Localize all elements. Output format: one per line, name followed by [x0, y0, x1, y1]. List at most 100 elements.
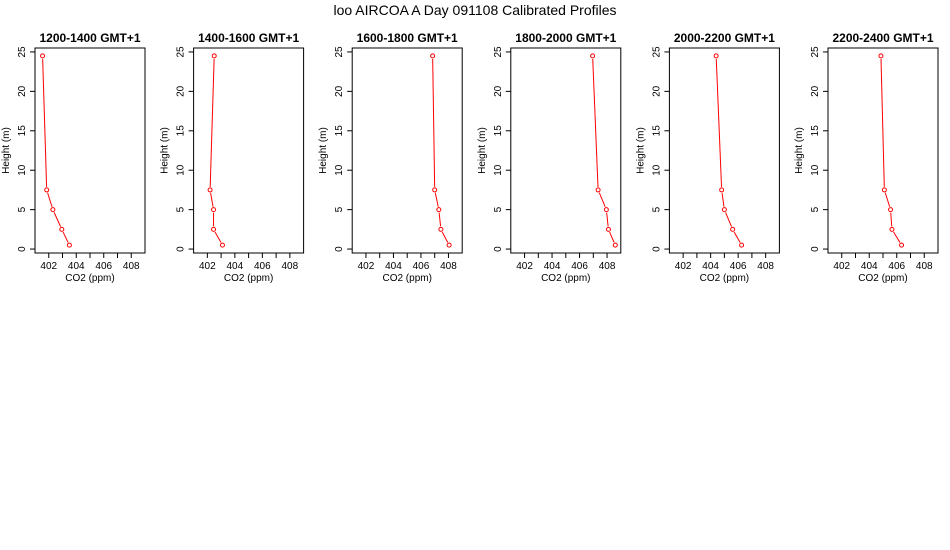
x-tick-label: 404: [702, 261, 719, 272]
plot-frame: [34, 47, 146, 254]
data-point: [719, 187, 725, 193]
x-tick-label: 402: [516, 261, 533, 272]
panel-title: 2000-2200 GMT+1: [674, 31, 775, 45]
series-line-segment: [438, 212, 442, 227]
y-tick-label: 10: [17, 164, 28, 176]
plot-frame: [193, 47, 305, 254]
y-tick-label: 0: [810, 246, 821, 252]
series-line-segment: [606, 212, 609, 227]
x-tick-label: 402: [358, 261, 375, 272]
x-tick-label: 404: [227, 261, 244, 272]
x-axis-label: CO2 (ppm): [65, 273, 114, 284]
y-tick-label: 15: [651, 125, 662, 137]
y-tick-label: 15: [176, 125, 187, 137]
data-point: [211, 53, 217, 59]
series-line-segment: [884, 192, 891, 207]
y-tick-label: 15: [810, 125, 821, 137]
data-point: [590, 53, 596, 59]
x-axis-label: CO2 (ppm): [382, 273, 431, 284]
x-tick-label: 404: [68, 261, 85, 272]
y-tick-label: 5: [493, 206, 504, 212]
y-tick-label: 0: [493, 246, 504, 252]
y-axis-label: Height (m): [635, 127, 646, 174]
x-tick-label: 404: [385, 261, 402, 272]
y-tick-label: 25: [334, 46, 345, 58]
y-tick-label: 10: [651, 164, 662, 176]
series-line-segment: [715, 58, 723, 187]
series-line-segment: [880, 58, 885, 187]
x-tick-label: 408: [282, 261, 299, 272]
y-tick-label: 20: [334, 85, 345, 97]
series-line-segment: [725, 212, 732, 227]
y-tick-label: 25: [651, 46, 662, 58]
x-tick-label: 406: [571, 261, 588, 272]
data-point: [721, 207, 727, 213]
panel-title: 1200-1400 GMT+1: [39, 31, 140, 45]
data-point: [739, 242, 745, 248]
series-line-segment: [733, 231, 741, 243]
y-axis-label: Height (m): [477, 127, 488, 174]
data-point: [603, 207, 609, 213]
x-axis-label: CO2 (ppm): [224, 273, 273, 284]
data-point: [889, 226, 895, 232]
series-line-segment: [609, 231, 615, 243]
panel-title: 1400-1600 GMT+1: [198, 31, 299, 45]
data-point: [66, 242, 72, 248]
y-tick-label: 10: [493, 164, 504, 176]
y-tick-label: 0: [334, 246, 345, 252]
x-tick-label: 406: [888, 261, 905, 272]
series-line-segment: [721, 192, 725, 207]
x-tick-label: 402: [199, 261, 216, 272]
data-point: [605, 226, 611, 232]
x-tick-label: 408: [440, 261, 457, 272]
x-axis-label: CO2 (ppm): [700, 273, 749, 284]
series-line-segment: [598, 192, 606, 208]
y-tick-label: 10: [176, 164, 187, 176]
y-tick-label: 0: [17, 246, 28, 252]
plot-frame: [510, 47, 622, 254]
y-axis-label: Height (m): [1, 127, 12, 174]
series-line-segment: [432, 58, 436, 187]
plot-frame: [351, 47, 463, 254]
data-point: [878, 53, 884, 59]
data-point: [595, 187, 601, 193]
panel-title: 2200-2400 GMT+1: [832, 31, 933, 45]
data-point: [50, 207, 56, 213]
panel-title: 1800-2000 GMT+1: [515, 31, 616, 45]
series-line-segment: [210, 192, 214, 207]
y-axis-label: Height (m): [318, 127, 329, 174]
y-tick-label: 25: [17, 46, 28, 58]
y-tick-label: 25: [176, 46, 187, 58]
x-tick-label: 402: [40, 261, 57, 272]
data-point: [438, 226, 444, 232]
series-line-segment: [434, 192, 439, 207]
data-point: [211, 226, 217, 232]
series-line-segment: [53, 212, 62, 227]
data-point: [881, 187, 887, 193]
series-line-segment: [62, 231, 69, 243]
x-tick-label: 406: [730, 261, 747, 272]
x-tick-label: 406: [254, 261, 271, 272]
y-axis-label: Height (m): [794, 127, 805, 174]
data-point: [219, 242, 225, 248]
data-point: [59, 226, 65, 232]
data-point: [40, 53, 46, 59]
data-point: [888, 207, 894, 213]
data-point: [430, 53, 436, 59]
x-tick-label: 408: [916, 261, 933, 272]
x-axis-label: CO2 (ppm): [541, 273, 590, 284]
y-tick-label: 15: [17, 125, 28, 137]
figure-title: loo AIRCOA A Day 091108 Calibrated Profi…: [333, 2, 617, 18]
data-point: [436, 207, 442, 213]
panel-title: 1600-1800 GMT+1: [357, 31, 458, 45]
x-tick-label: 406: [413, 261, 430, 272]
data-point: [207, 187, 213, 193]
x-tick-label: 402: [675, 261, 692, 272]
y-tick-label: 10: [810, 164, 821, 176]
x-tick-label: 408: [123, 261, 140, 272]
y-tick-label: 15: [334, 125, 345, 137]
y-tick-label: 25: [493, 46, 504, 58]
x-tick-label: 408: [757, 261, 774, 272]
y-tick-label: 20: [493, 85, 504, 97]
